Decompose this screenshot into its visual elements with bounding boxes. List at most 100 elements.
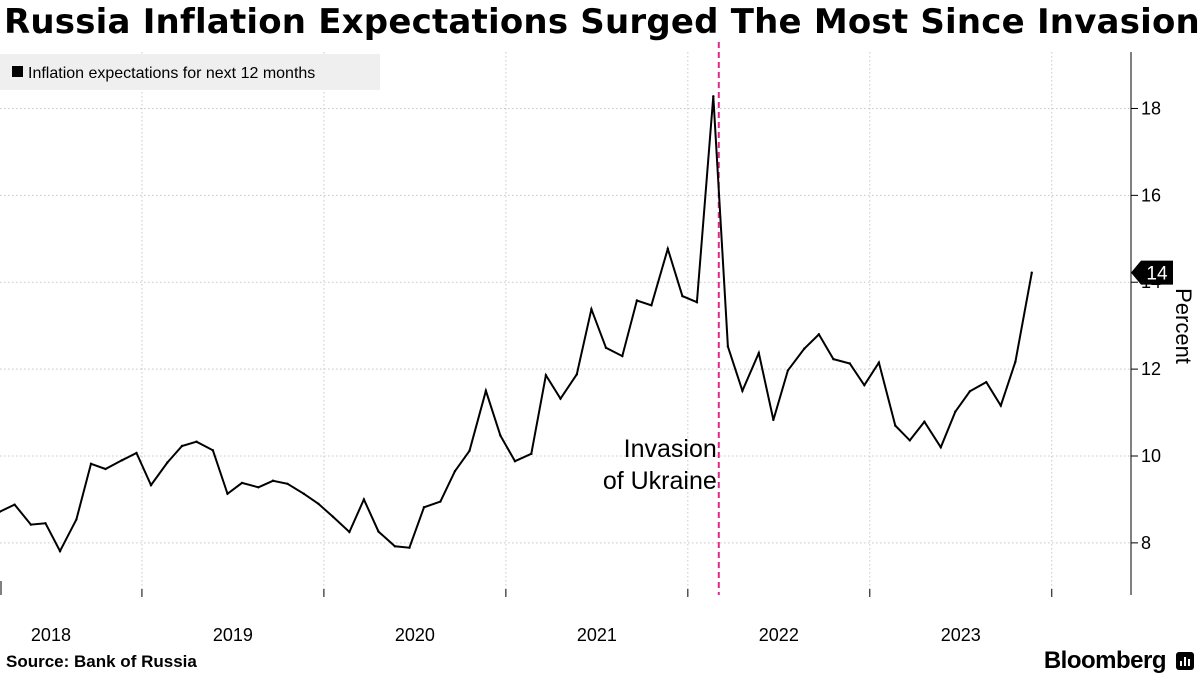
data-point	[149, 483, 153, 487]
data-point	[240, 481, 244, 485]
y-tick-label: 18	[1141, 98, 1161, 118]
legend-label: Inflation expectations for next 12 month…	[28, 65, 315, 82]
grid-lines	[0, 107, 1131, 544]
data-point	[575, 373, 579, 376]
bloomberg-logo: Bloomberg	[1043, 647, 1167, 674]
invasion-label-line: of Ukraine	[603, 467, 717, 495]
data-point	[939, 446, 942, 449]
legend-background	[0, 54, 380, 90]
data-point	[271, 479, 275, 482]
data-point	[302, 492, 306, 495]
data-point	[331, 515, 335, 519]
y-axis: 81012141618Percent14	[1130, 52, 1196, 595]
data-point	[590, 307, 593, 311]
data-point	[985, 380, 988, 384]
data-point	[468, 449, 471, 452]
data-point	[89, 462, 93, 466]
data-point	[348, 530, 351, 534]
data-point	[513, 460, 517, 463]
data-point	[422, 506, 426, 509]
x-tick-label: 2021	[577, 625, 617, 645]
y-tick-label: 16	[1141, 185, 1161, 205]
data-point	[832, 357, 835, 361]
data-point	[621, 354, 624, 358]
data-point	[257, 486, 260, 489]
data-point	[757, 351, 761, 355]
data-point	[530, 452, 533, 456]
data-point	[666, 247, 670, 250]
data-point	[484, 389, 488, 393]
data-point	[135, 451, 138, 455]
y-tick-label: 10	[1141, 446, 1161, 466]
year-separators	[141, 52, 1053, 595]
data-point	[226, 492, 229, 495]
data-point	[803, 347, 806, 350]
legend-swatch	[12, 66, 23, 77]
x-tick-label: 2023	[941, 625, 981, 645]
last-value-tag	[1131, 260, 1173, 285]
data-point	[362, 498, 366, 501]
legend: Inflation expectations for next 12 month…	[0, 54, 380, 90]
x-tick-label: 2018	[31, 625, 71, 645]
data-point	[0, 510, 2, 513]
data-point	[999, 404, 1003, 407]
invasion-label-line: Invasion	[624, 435, 717, 463]
data-point	[453, 469, 457, 473]
x-axis: 2018 2019 2020 2021 2022 2023	[0, 581, 1053, 645]
data-point	[393, 545, 397, 548]
data-point	[604, 346, 608, 350]
data-point	[877, 361, 881, 364]
source-note: Source: Bank of Russia	[6, 652, 197, 671]
data-point	[786, 369, 790, 372]
y-tick-label: 12	[1141, 359, 1161, 379]
x-tick-label: 2020	[395, 625, 435, 645]
series-line-0	[0, 96, 1033, 554]
data-point	[681, 294, 684, 298]
data-point	[75, 518, 78, 521]
data-point	[923, 420, 926, 423]
data-point	[559, 397, 562, 400]
data-point	[817, 333, 821, 336]
data-point	[13, 503, 16, 506]
data-point	[317, 502, 320, 505]
data-point	[650, 304, 653, 307]
data-point	[908, 439, 912, 442]
data-point	[848, 362, 851, 365]
invasion-label: Invasion of Ukraine	[603, 435, 717, 495]
data-point	[695, 301, 699, 304]
data-point	[166, 461, 169, 464]
data-point	[58, 549, 62, 553]
data-point	[635, 299, 639, 302]
data-point	[712, 95, 715, 98]
data-point	[726, 345, 730, 348]
chart-title: Russia Inflation Expectations Surged The…	[4, 2, 1200, 42]
x-tick-label: 2022	[759, 625, 799, 645]
data-point	[120, 459, 124, 462]
data-point	[894, 424, 897, 427]
y-axis-title: Percent	[1171, 288, 1196, 364]
data-point	[968, 390, 972, 393]
data-point	[1030, 271, 1033, 274]
y-tick-label: 8	[1141, 533, 1151, 553]
bloomberg-badge-icon	[1176, 652, 1194, 670]
last-value-label: 14	[1146, 264, 1168, 285]
data-point	[741, 389, 744, 393]
data-point	[544, 373, 548, 377]
data-point	[44, 522, 47, 525]
data-point	[377, 530, 380, 533]
x-tick-label: 2019	[213, 625, 253, 645]
data-point	[954, 410, 957, 413]
invasion-annotation: Invasion of Ukraine	[603, 42, 720, 595]
series-lines	[0, 95, 1033, 554]
data-point	[180, 444, 184, 448]
data-point	[286, 482, 289, 485]
data-point	[104, 467, 107, 471]
data-point	[211, 449, 215, 452]
data-point	[499, 434, 502, 437]
data-point	[195, 440, 198, 443]
data-point	[408, 546, 411, 549]
data-point	[439, 500, 442, 503]
data-point	[29, 523, 33, 526]
data-point	[1014, 360, 1017, 363]
